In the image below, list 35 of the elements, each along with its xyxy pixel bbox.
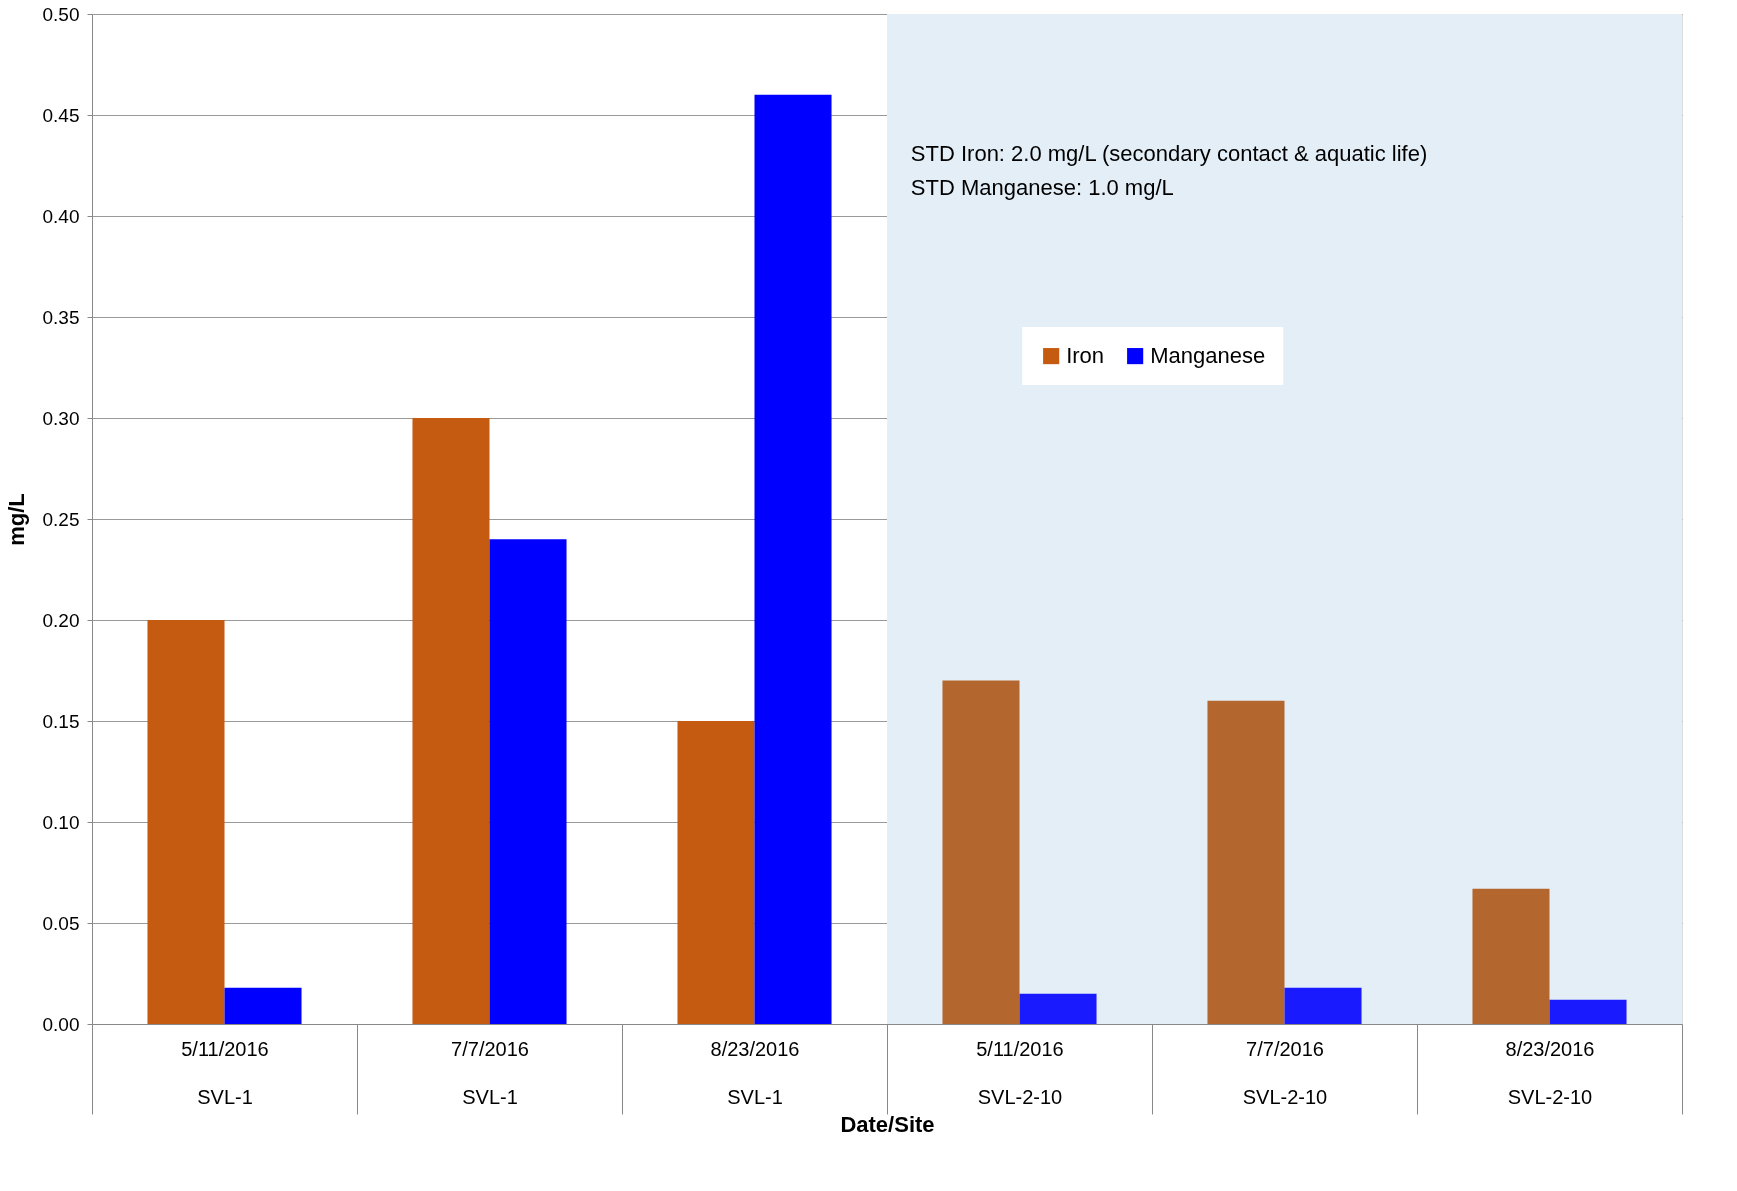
bar (1284, 987, 1362, 1024)
bar (1207, 700, 1285, 1024)
bar (412, 418, 490, 1024)
annotation: STD Iron: 2.0 mg/L (secondary contact & aquatic life) (910, 141, 1428, 166)
y-tick-label: 0.25 (42, 508, 80, 530)
y-tick-label: 0.20 (42, 609, 80, 631)
legend-label: Manganese (1150, 343, 1266, 369)
bar (1549, 999, 1627, 1024)
category-label: 5/11/2016 SVL-2-10 (976, 1037, 1064, 1108)
bar (754, 94, 832, 1024)
category-label: 5/11/2016 SVL-1 (181, 1037, 269, 1108)
category-label: 7/7/2016 SVL-2-10 (1242, 1037, 1328, 1108)
category-label: 8/23/2016 SVL-1 (710, 1037, 800, 1108)
legend-label: Iron (1066, 343, 1105, 369)
y-tick-label: 0.15 (42, 710, 80, 732)
y-tick-label: 0.35 (42, 306, 80, 328)
bar (147, 620, 225, 1024)
y-tick-label: 0.05 (42, 912, 80, 934)
category-label: 8/23/2016 SVL-2-10 (1505, 1037, 1595, 1108)
bar (1019, 993, 1097, 1024)
y-tick-label: 0.30 (42, 407, 80, 429)
y-tick-label: 0.50 (42, 3, 80, 25)
y-tick-label: 0.45 (42, 104, 80, 126)
bar (677, 721, 755, 1024)
category-label: 7/7/2016 SVL-1 (451, 1037, 529, 1108)
x-axis-title: Date/Site (840, 1112, 935, 1137)
bar (1472, 888, 1550, 1024)
bar (489, 539, 567, 1024)
bar (942, 680, 1020, 1024)
y-tick-label: 0.10 (42, 811, 80, 833)
y-axis-title: mg/L (3, 493, 29, 546)
y-tick-label: 0.00 (42, 1013, 80, 1035)
annotation: STD Manganese: 1.0 mg/L (910, 175, 1174, 200)
bar (224, 987, 302, 1024)
y-tick-label: 0.40 (42, 205, 80, 227)
